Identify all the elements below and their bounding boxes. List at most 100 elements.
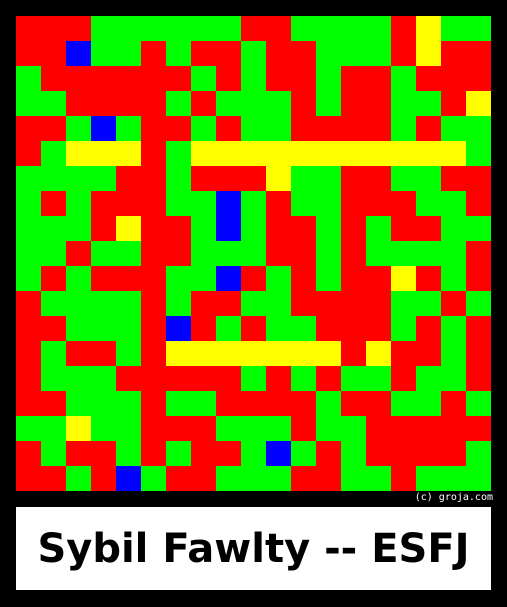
grid-cell [391, 116, 417, 142]
grid-cell [366, 41, 392, 67]
grid-cell [191, 241, 217, 267]
grid-cell [216, 366, 242, 392]
grid-cell [41, 141, 67, 167]
grid-cell [216, 166, 242, 192]
grid-cell [91, 141, 117, 167]
grid-cell [366, 366, 392, 392]
grid-cell [316, 91, 342, 117]
grid-cell [116, 141, 142, 167]
grid-cell [341, 391, 367, 417]
grid-cell [266, 291, 292, 317]
grid-cell [16, 291, 42, 317]
grid-cell [466, 66, 491, 92]
grid-cell [141, 391, 167, 417]
grid-cell [141, 316, 167, 342]
grid-cell [366, 141, 392, 167]
grid-cell [141, 91, 167, 117]
grid-cell [66, 416, 92, 442]
grid-cell [441, 291, 467, 317]
grid-cell [191, 216, 217, 242]
grid-cell [41, 441, 67, 467]
grid-cell [141, 291, 167, 317]
grid-cell [66, 16, 92, 42]
grid-cell [166, 191, 192, 217]
grid-cell [91, 316, 117, 342]
grid-cell [216, 291, 242, 317]
grid-cell [41, 41, 67, 67]
grid-cell [91, 166, 117, 192]
grid-cell [116, 241, 142, 267]
grid-cell [166, 41, 192, 67]
grid-cell [41, 216, 67, 242]
grid-cell [466, 116, 491, 142]
grid-cell [216, 441, 242, 467]
grid-cell [191, 166, 217, 192]
grid-cell [241, 66, 267, 92]
grid-cell [416, 241, 442, 267]
grid-cell [166, 341, 192, 367]
grid-cell [66, 391, 92, 417]
grid-cell [241, 391, 267, 417]
grid-cell [266, 41, 292, 67]
grid-cell [391, 16, 417, 42]
grid-cell [391, 66, 417, 92]
grid-cell [116, 41, 142, 67]
grid-cell [191, 66, 217, 92]
grid-cell [416, 166, 442, 192]
grid-cell [341, 216, 367, 242]
grid-cell [191, 266, 217, 292]
grid-cell [216, 91, 242, 117]
grid-cell [116, 441, 142, 467]
grid-cell [91, 66, 117, 92]
grid-cell [66, 66, 92, 92]
grid-cell [441, 366, 467, 392]
grid-cell [416, 291, 442, 317]
grid-cell [291, 191, 317, 217]
grid-cell [166, 241, 192, 267]
grid-cell [316, 391, 342, 417]
grid-cell [41, 191, 67, 217]
grid-cell [141, 116, 167, 142]
grid-cell [166, 366, 192, 392]
grid-cell [266, 341, 292, 367]
grid-cell [241, 16, 267, 42]
grid-cell [291, 416, 317, 442]
grid-cell [341, 466, 367, 491]
grid-cell [416, 16, 442, 42]
grid-cell [316, 241, 342, 267]
grid-cell [291, 66, 317, 92]
grid-cell [16, 191, 42, 217]
grid-cell [191, 391, 217, 417]
grid-cell [216, 191, 242, 217]
grid-cell [441, 391, 467, 417]
grid-cell [466, 241, 491, 267]
grid-cell [416, 191, 442, 217]
grid-cell [241, 191, 267, 217]
grid-cell [391, 41, 417, 67]
grid-cell [266, 191, 292, 217]
grid-cell [116, 391, 142, 417]
grid-cell [366, 391, 392, 417]
grid-cell [66, 341, 92, 367]
grid-cell [441, 341, 467, 367]
grid-cell [291, 216, 317, 242]
grid-cell [191, 466, 217, 491]
grid-cell [141, 416, 167, 442]
grid-cell [291, 141, 317, 167]
grid-cell [416, 66, 442, 92]
grid-cell [416, 91, 442, 117]
grid-cell [141, 366, 167, 392]
copyright-credit: (c) groja.com [414, 492, 493, 503]
grid-cell [441, 441, 467, 467]
grid-cell [366, 466, 392, 491]
grid-cell [66, 191, 92, 217]
grid-cell [16, 466, 42, 491]
grid-cell [416, 116, 442, 142]
grid-cell [316, 166, 342, 192]
grid-cell [66, 116, 92, 142]
grid-cell [391, 366, 417, 392]
grid-cell [391, 466, 417, 491]
grid-cell [291, 366, 317, 392]
grid-cell [241, 466, 267, 491]
grid-cell [91, 391, 117, 417]
